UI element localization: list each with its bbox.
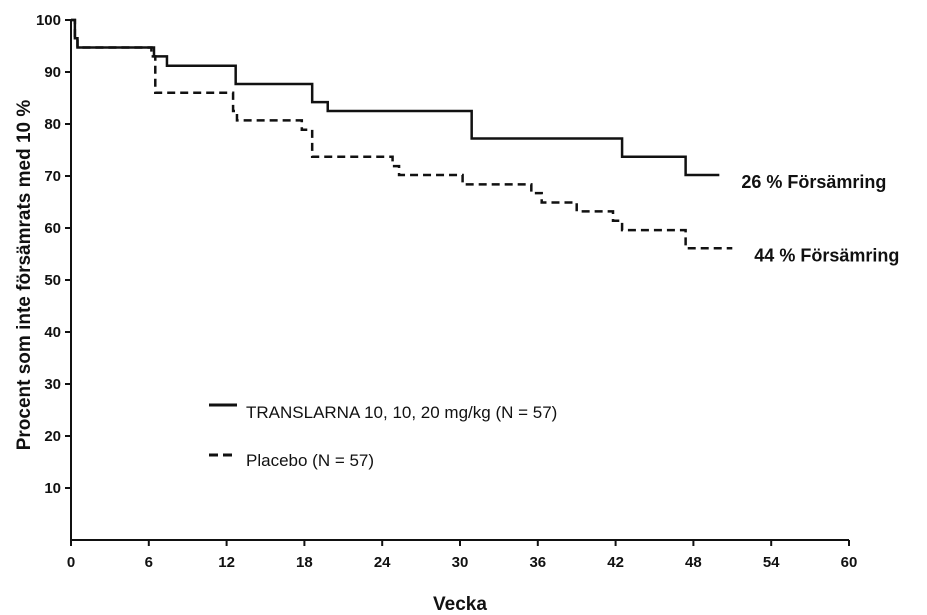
x-tick-label: 54 xyxy=(763,554,780,571)
y-tick-label: 70 xyxy=(44,168,61,185)
x-tick-label: 24 xyxy=(374,554,391,571)
x-tick-label: 30 xyxy=(452,554,469,571)
legend-label-placebo: Placebo (N = 57) xyxy=(246,451,374,470)
x-tick-label: 0 xyxy=(67,554,75,571)
y-tick-label: 10 xyxy=(44,480,61,497)
x-tick-label: 36 xyxy=(529,554,546,571)
end-label-translarna: 26 % Försämring xyxy=(741,172,886,192)
y-tick-label: 20 xyxy=(44,428,61,445)
legend-label-translarna: TRANSLARNA 10, 10, 20 mg/kg (N = 57) xyxy=(246,403,557,422)
x-ticks: 0 6 12 18 24 30 36 42 48 54 60 xyxy=(67,540,858,571)
x-tick-label: 18 xyxy=(296,554,313,571)
x-tick-label: 60 xyxy=(841,554,858,571)
x-tick-label: 6 xyxy=(145,554,153,571)
legend: TRANSLARNA 10, 10, 20 mg/kg (N = 57) Pla… xyxy=(209,403,557,470)
end-label-placebo: 44 % Försämring xyxy=(754,245,899,265)
y-tick-label: 60 xyxy=(44,220,61,237)
y-tick-label: 100 xyxy=(36,12,61,29)
y-tick-label: 40 xyxy=(44,324,61,341)
y-axis-title: Procent som inte försämrats med 10 % xyxy=(14,100,35,451)
y-ticks: 10 20 30 40 50 60 70 80 90 100 xyxy=(36,12,71,497)
series-line-translarna xyxy=(71,18,720,177)
y-tick-label: 30 xyxy=(44,376,61,393)
series-layer xyxy=(71,18,733,250)
end-labels: 26 % Försämring 44 % Försämring xyxy=(741,172,899,265)
x-axis-title: Vecka xyxy=(433,594,487,615)
y-tick-label: 50 xyxy=(44,272,61,289)
y-tick-label: 80 xyxy=(44,116,61,133)
y-tick-label: 90 xyxy=(44,64,61,81)
x-tick-label: 42 xyxy=(607,554,624,571)
x-tick-label: 48 xyxy=(685,554,702,571)
chart-axes xyxy=(70,20,849,541)
x-tick-label: 12 xyxy=(218,554,235,571)
series-line-placebo xyxy=(71,18,733,250)
